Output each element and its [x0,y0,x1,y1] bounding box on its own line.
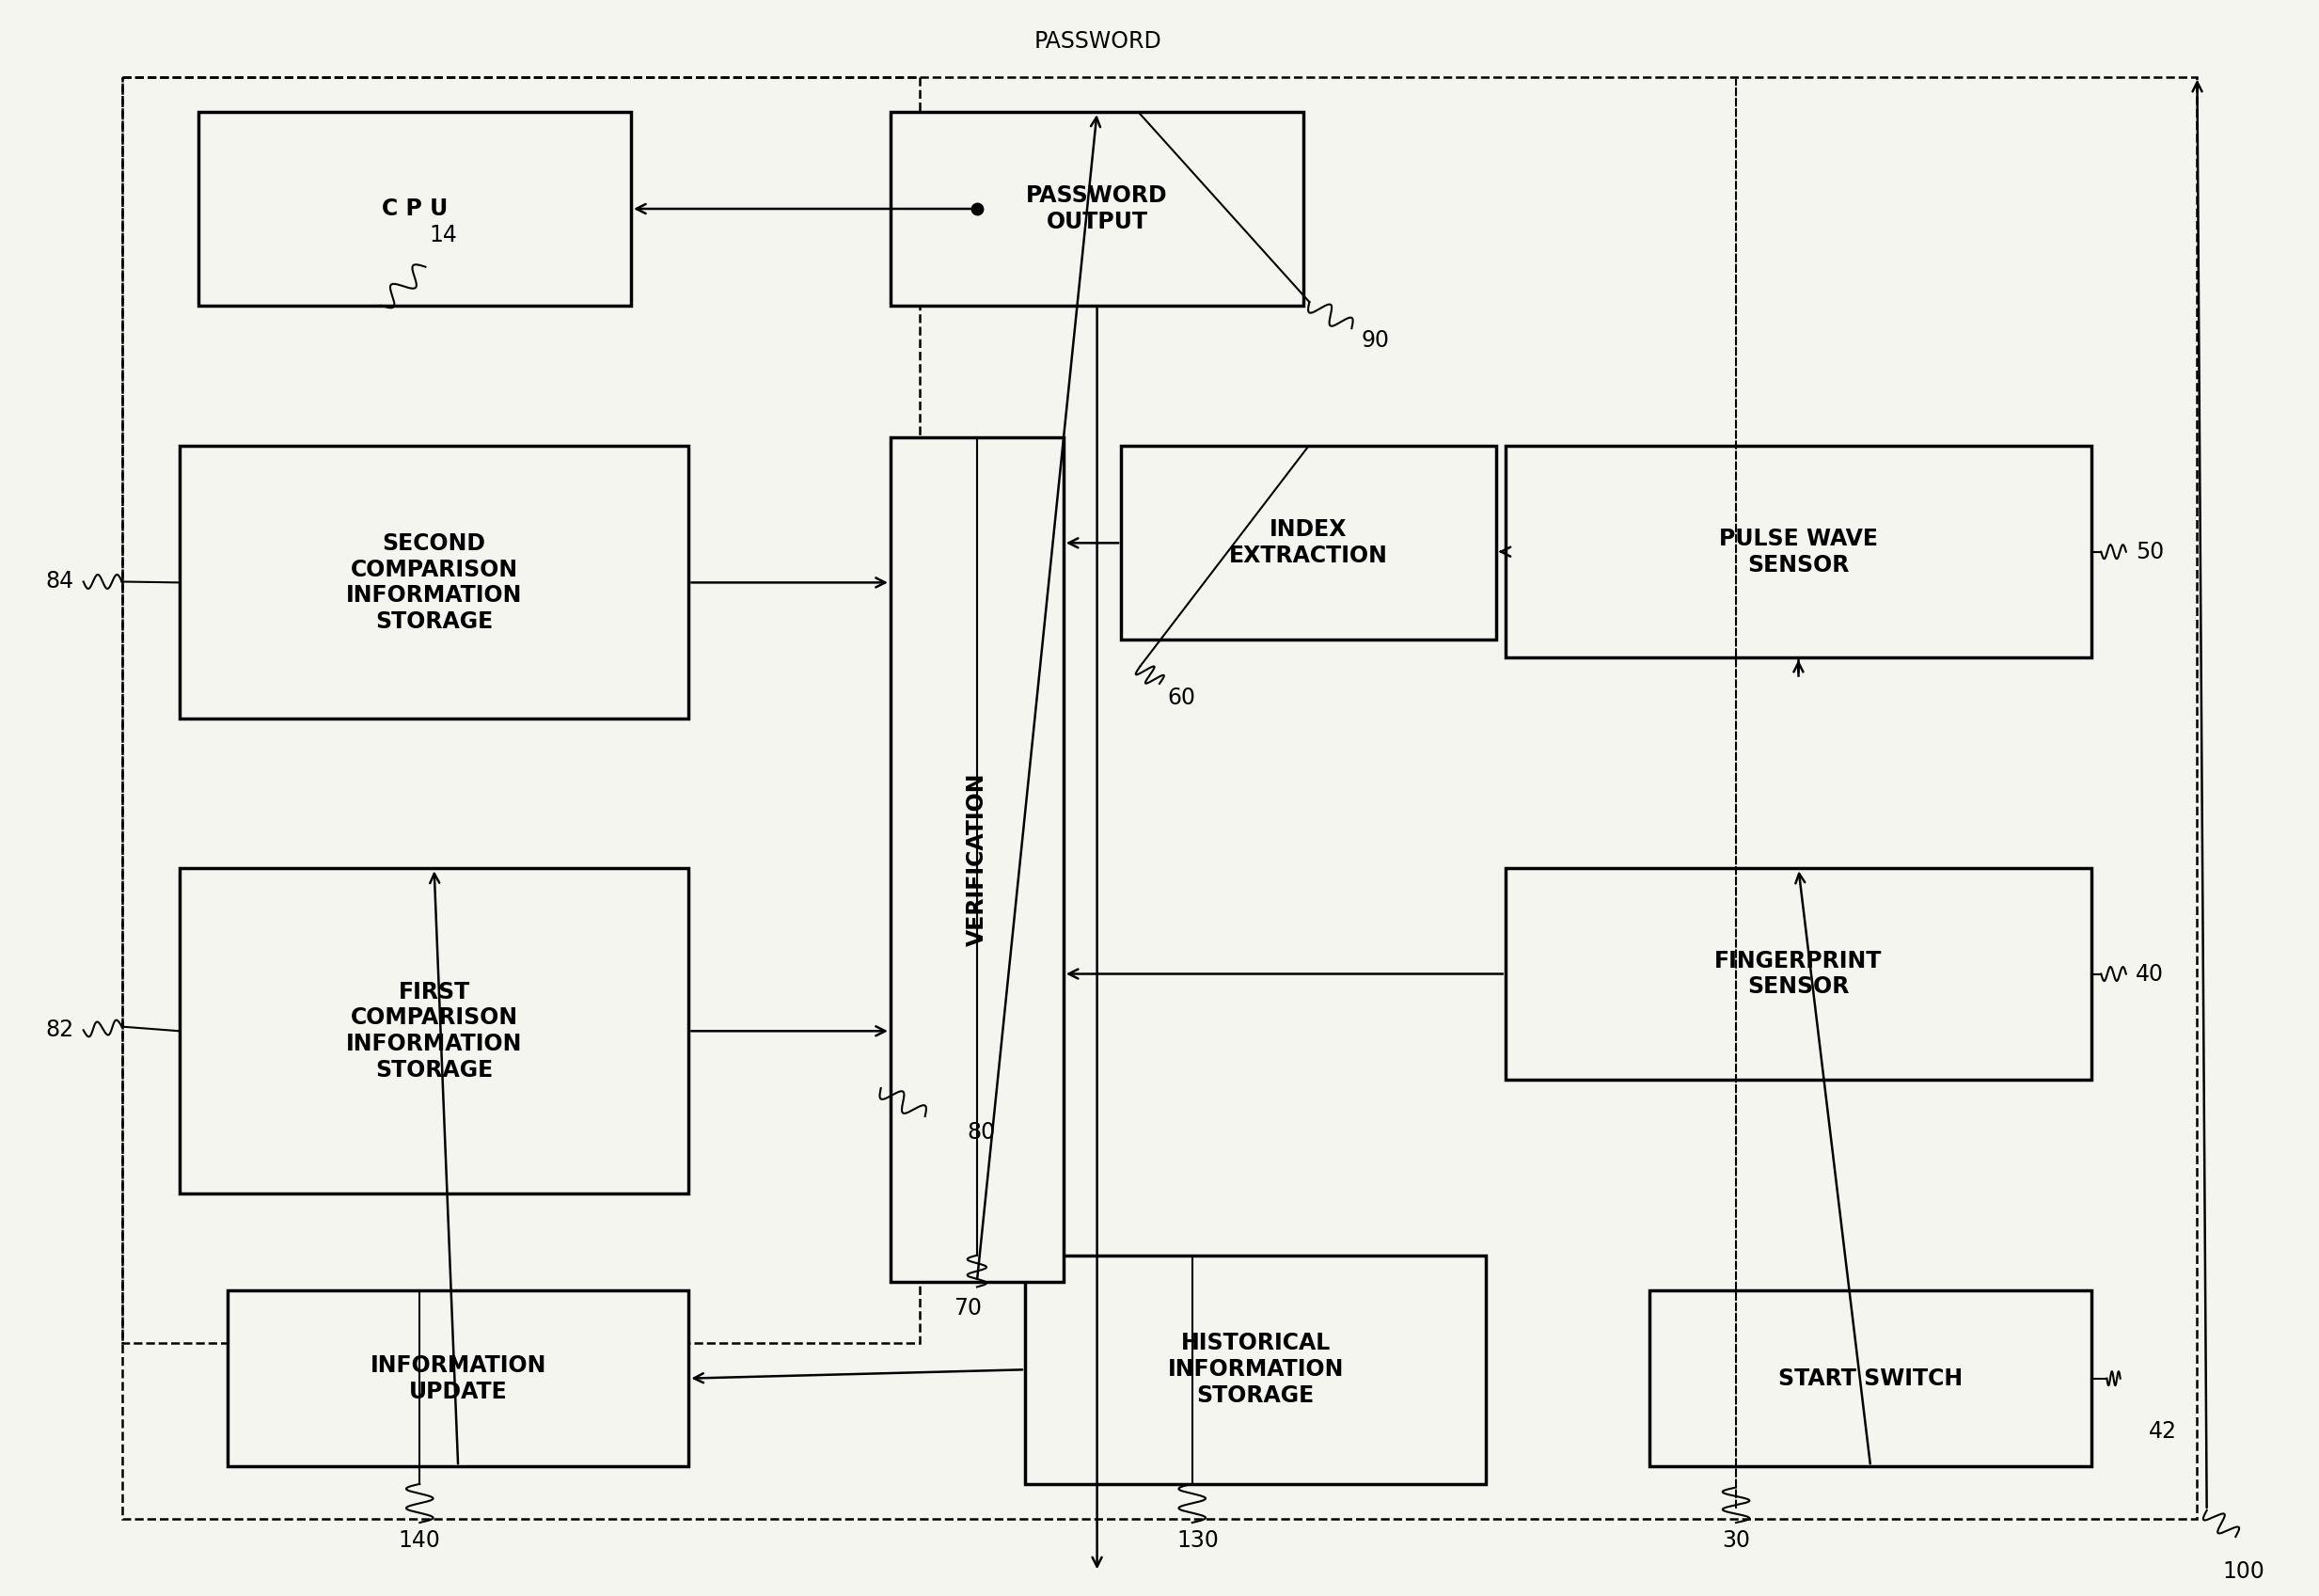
Text: SECOND
COMPARISON
INFORMATION
STORAGE: SECOND COMPARISON INFORMATION STORAGE [346,531,522,634]
Text: FINGERPRINT
SENSOR: FINGERPRINT SENSOR [1714,950,1883,998]
Text: VERIFICATION: VERIFICATION [965,772,988,946]
Text: 82: 82 [46,1018,74,1042]
Text: 30: 30 [1723,1529,1751,1551]
Text: 70: 70 [953,1298,981,1320]
Text: 14: 14 [429,223,457,246]
Text: 40: 40 [2136,962,2164,985]
Text: INDEX
EXTRACTION: INDEX EXTRACTION [1229,519,1387,567]
Bar [199,112,631,305]
Text: 100: 100 [2222,1561,2263,1583]
Bar [1120,447,1496,640]
Text: C P U: C P U [383,198,448,220]
Bar [179,868,689,1194]
Text: 130: 130 [1176,1529,1220,1551]
Bar [1649,1291,2092,1467]
Bar [1505,447,2092,658]
Bar [890,437,1064,1282]
Text: 84: 84 [46,570,74,594]
Text: PASSWORD: PASSWORD [1034,30,1162,53]
Bar [1505,868,2092,1079]
Text: 90: 90 [1361,329,1389,353]
Bar [179,447,689,718]
Bar [227,1291,689,1467]
Text: 60: 60 [1166,686,1194,709]
Text: FIRST
COMPARISON
INFORMATION
STORAGE: FIRST COMPARISON INFORMATION STORAGE [346,980,522,1082]
Text: START SWITCH: START SWITCH [1779,1368,1962,1390]
Text: HISTORICAL
INFORMATION
STORAGE: HISTORICAL INFORMATION STORAGE [1166,1333,1343,1408]
Bar [123,77,918,1344]
Bar [890,112,1303,305]
Text: 140: 140 [399,1529,441,1551]
Bar [1025,1256,1486,1484]
Text: 42: 42 [2150,1420,2178,1443]
Text: PASSWORD
OUTPUT: PASSWORD OUTPUT [1027,185,1169,233]
Text: 50: 50 [2136,541,2164,563]
Text: INFORMATION
UPDATE: INFORMATION UPDATE [371,1353,547,1403]
Text: PULSE WAVE
SENSOR: PULSE WAVE SENSOR [1718,527,1878,576]
Text: 80: 80 [967,1120,995,1143]
